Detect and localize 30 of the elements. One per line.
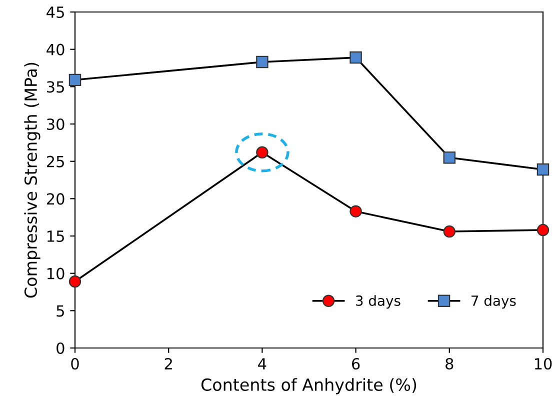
y-tick-label: 25 (46, 156, 64, 168)
x-tick-label: 4 (258, 358, 266, 370)
x-tick-label: 2 (164, 358, 172, 370)
point (350, 205, 362, 218)
y-tick-label: 5 (56, 305, 64, 317)
point (256, 56, 268, 68)
y-tick-label: 0 (56, 342, 64, 354)
point (350, 51, 362, 64)
point (536, 224, 550, 236)
legend-label: 3 days (356, 295, 400, 309)
x-axis-title: Contents of Anhydrite (%) (201, 378, 416, 394)
y-tick-label: 45 (46, 6, 64, 18)
y-tick-label: 30 (47, 118, 64, 130)
point (256, 146, 268, 158)
x-tick-label: 6 (352, 358, 360, 370)
x-tick-label: 10 (534, 358, 552, 370)
y-tick-label: 20 (46, 193, 64, 205)
y-tick-label: 10 (48, 268, 64, 280)
y-tick-label: 35 (47, 81, 64, 93)
y-tick-label: 40 (46, 44, 64, 56)
point (443, 151, 456, 164)
point (443, 225, 456, 238)
x-tick-label: 8 (446, 358, 454, 370)
point (68, 275, 82, 288)
y-tick-label: 15 (48, 230, 64, 242)
point (68, 74, 82, 86)
point (536, 163, 550, 176)
legend-label: 7 days (472, 295, 516, 309)
y-axis-title: Compressive Strength (MPa) (24, 62, 40, 298)
x-tick-label: 0 (71, 358, 79, 370)
